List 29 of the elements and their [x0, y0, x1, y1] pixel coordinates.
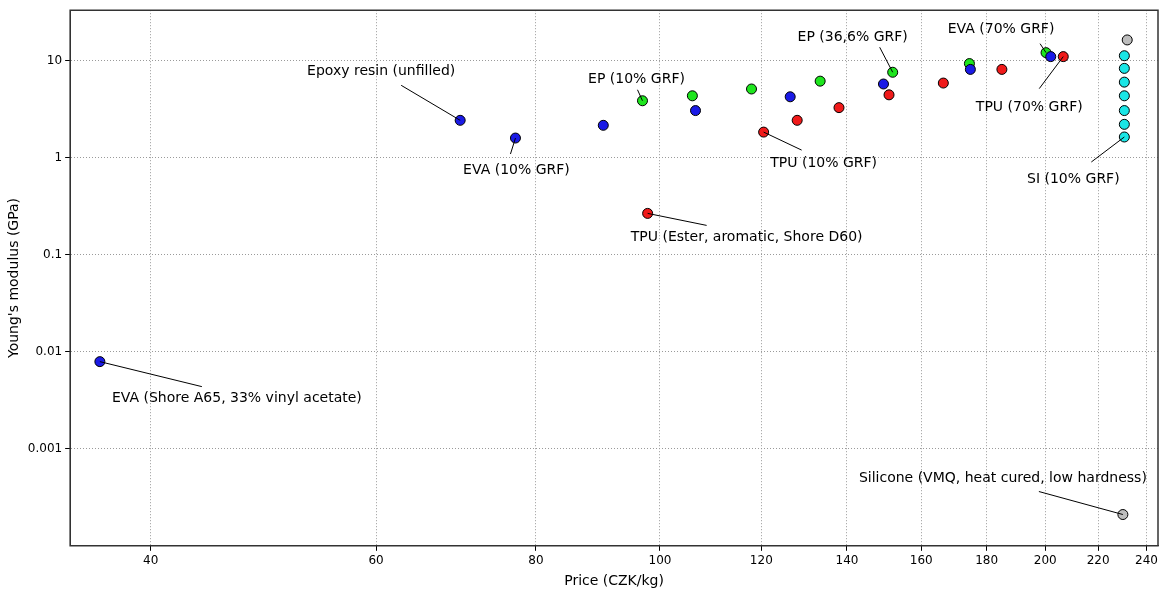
- annotation: EP (10% GRF): [588, 70, 685, 87]
- y-tick-label: 10: [46, 52, 63, 67]
- y-tick-label: 1: [54, 149, 63, 164]
- x-axis-title: Price (CZK/kg): [564, 572, 664, 589]
- y-tick-label: 0.1: [43, 246, 63, 261]
- x-tick-label: 60: [368, 553, 384, 568]
- x-tick-label: 40: [143, 553, 159, 568]
- annotation: SI (10% GRF): [1027, 169, 1120, 186]
- y-tick-label: 0.001: [27, 440, 63, 455]
- y-tick-label: 0.01: [35, 343, 63, 358]
- x-tick-label: 160: [909, 553, 933, 568]
- x-tick-label: 180: [975, 553, 999, 568]
- x-tick-label: 140: [835, 553, 859, 568]
- annotation: EVA (70% GRF): [947, 20, 1055, 37]
- annotation: TPU (10% GRF): [769, 153, 878, 170]
- x-tick-label: 200: [1033, 553, 1057, 568]
- annotation: Epoxy resin (unfilled): [307, 61, 456, 78]
- x-tick-label: 240: [1135, 553, 1158, 568]
- annotation: Silicone (VMQ, heat cured, low hardness): [858, 469, 1147, 486]
- x-tick-label: 80: [528, 553, 544, 568]
- x-tick-label: 120: [749, 553, 773, 568]
- annotation: EP (36,6% GRF): [797, 27, 908, 44]
- annotation: EVA (10% GRF): [463, 160, 570, 177]
- annotation: EVA (Shore A65, 33% vinyl acetate): [111, 389, 362, 406]
- annotation: TPU (Ester, aromatic, Shore D60): [629, 228, 863, 245]
- x-tick-label: 220: [1086, 553, 1110, 568]
- x-tick-label: 100: [648, 553, 672, 568]
- annotation: TPU (70% GRF): [974, 98, 1083, 115]
- y-axis-title: Young's modulus (GPa): [5, 197, 22, 360]
